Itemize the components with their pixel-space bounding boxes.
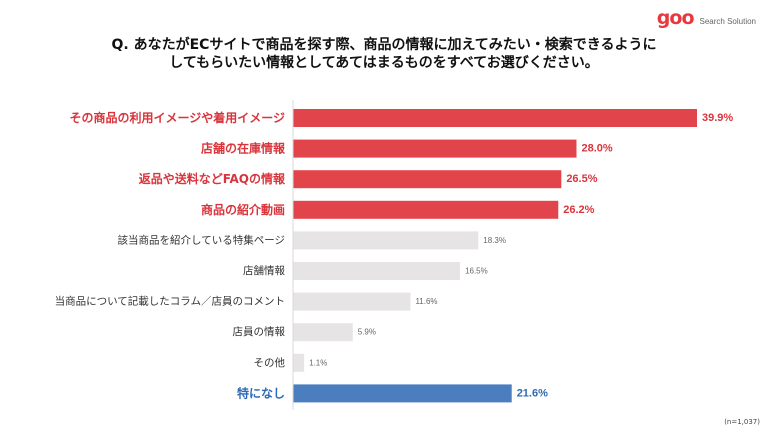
value-label-1: 39.9%	[702, 112, 733, 124]
category-label-8: 店員の情報	[233, 325, 286, 338]
value-label-5: 18.3%	[483, 236, 506, 245]
bar-8	[293, 323, 353, 342]
value-label-3: 26.5%	[566, 173, 597, 185]
value-label-6: 16.5%	[465, 267, 488, 276]
logo: goo Search Solution	[657, 7, 756, 29]
bar-9	[293, 353, 305, 372]
category-label-1: その商品の利用イメージや着用イメージ	[69, 110, 285, 125]
sample-size-note: (n=1,037)	[724, 418, 760, 426]
category-label-4: 商品の紹介動画	[201, 202, 285, 217]
bar-chart: その商品の利用イメージや着用イメージ 39.9% 店舗の在庫情報 28.0% 返品や送料…	[55, 100, 733, 410]
category-label-3: 返品や送料などFAQの情報	[139, 171, 286, 186]
value-label-8: 5.9%	[358, 328, 376, 337]
category-label-2: 店舗の在庫情報	[201, 141, 286, 156]
category-label-5: 該当商品を紹介している特集ページ	[118, 233, 285, 246]
bar-3	[293, 170, 562, 189]
category-label-9: その他	[254, 356, 286, 369]
category-label-7: 当商品について記載したコラム／店員のコメント	[55, 295, 285, 308]
value-label-2: 28.0%	[582, 143, 613, 155]
bar-5	[293, 231, 479, 250]
value-label-10: 21.6%	[517, 387, 548, 399]
bar-6	[293, 262, 461, 280]
value-label-4: 26.2%	[563, 204, 594, 216]
bar-2	[293, 139, 577, 158]
bar-4	[293, 200, 559, 219]
logo-tagline: Search Solution	[699, 17, 756, 26]
question-line-2: してもらいたい情報としてあてはまるものをすべてお選びください。	[169, 55, 599, 71]
value-label-9: 1.1%	[309, 358, 327, 367]
category-label-6: 店舗情報	[243, 264, 285, 277]
value-label-7: 11.6%	[415, 297, 437, 306]
bar-1	[293, 109, 697, 127]
category-label-10: 特になし	[237, 385, 285, 400]
question-line-1: Q. あなたがECサイトで商品を探す際、商品の情報に加えてみたい・検索できるよう…	[111, 37, 657, 53]
bar-10	[293, 384, 512, 403]
bar-7	[293, 292, 411, 311]
goo-logo: goo	[656, 7, 695, 29]
question-title: Q. あなたがECサイトで商品を探す際、商品の情報に加えてみたい・検索できるよう…	[0, 36, 768, 72]
